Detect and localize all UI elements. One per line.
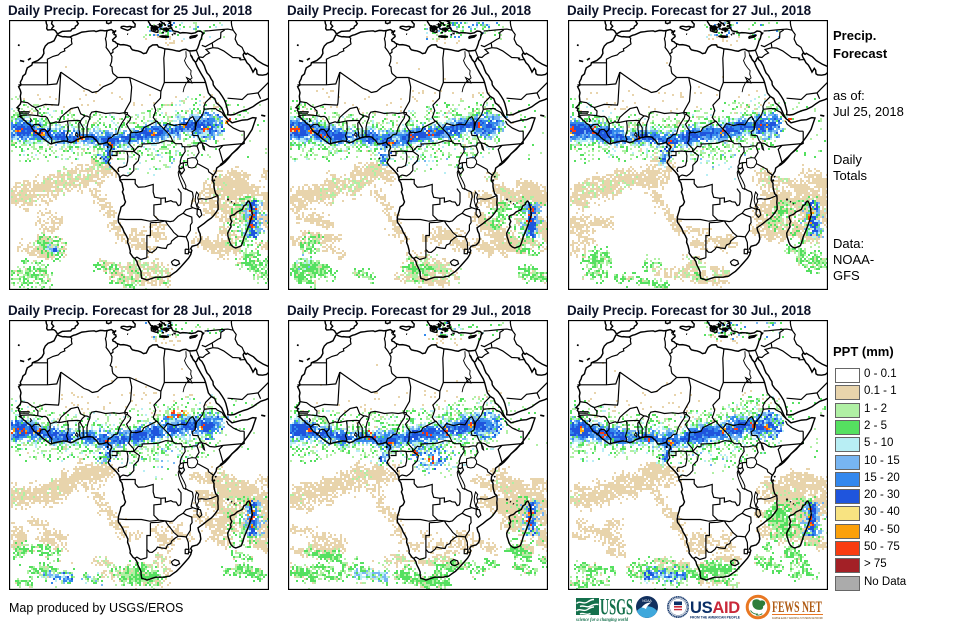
svg-text:USGS: USGS: [600, 595, 633, 620]
svg-text:FAMINE EARLY WARNING SYSTEMS N: FAMINE EARLY WARNING SYSTEMS NETWORK: [772, 616, 824, 620]
svg-text:NOAA: NOAA: [642, 599, 652, 603]
svg-text:science for a changing world: science for a changing world: [575, 618, 628, 623]
svg-text:FROM THE AMERICAN PEOPLE: FROM THE AMERICAN PEOPLE: [690, 614, 740, 619]
svg-text:FEWS NET: FEWS NET: [772, 599, 822, 616]
svg-text:USAID: USAID: [690, 599, 740, 617]
